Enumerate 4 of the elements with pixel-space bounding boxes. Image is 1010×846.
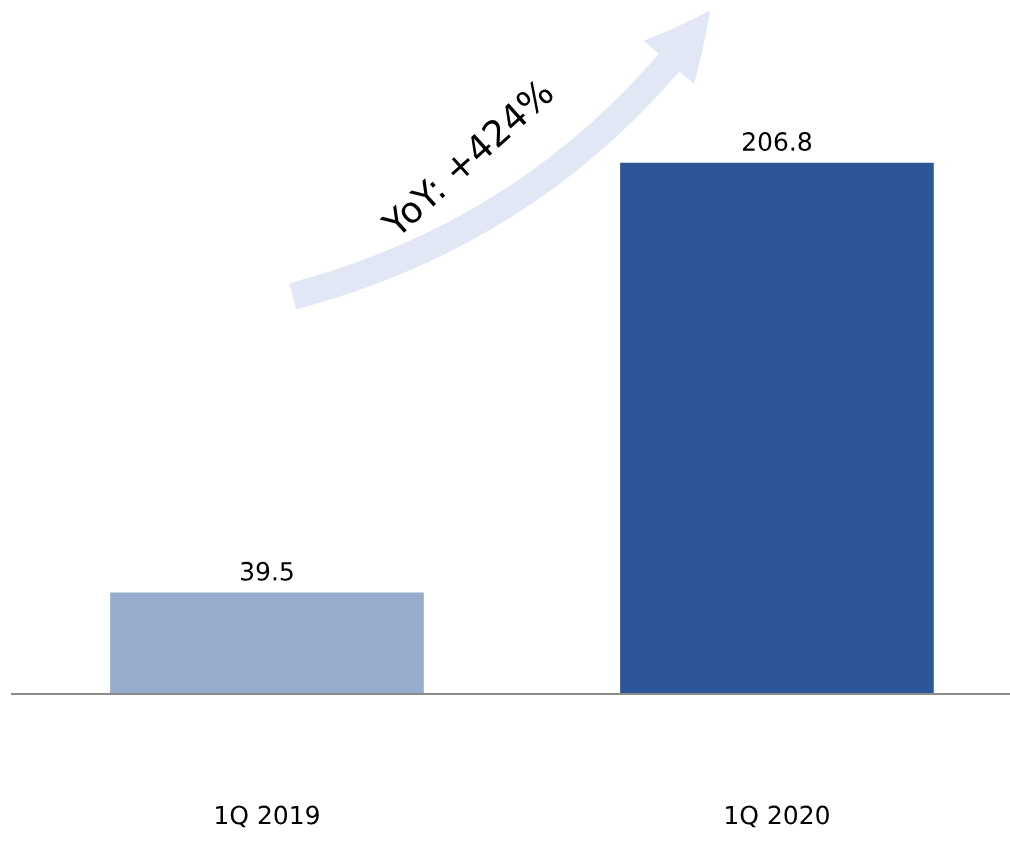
x-tick-label: 1Q 2020: [726, 805, 829, 828]
data-label: 206.8: [742, 132, 812, 152]
data-label: 39.5: [241, 561, 293, 581]
x-tick-label: 1Q 2019: [216, 805, 319, 828]
